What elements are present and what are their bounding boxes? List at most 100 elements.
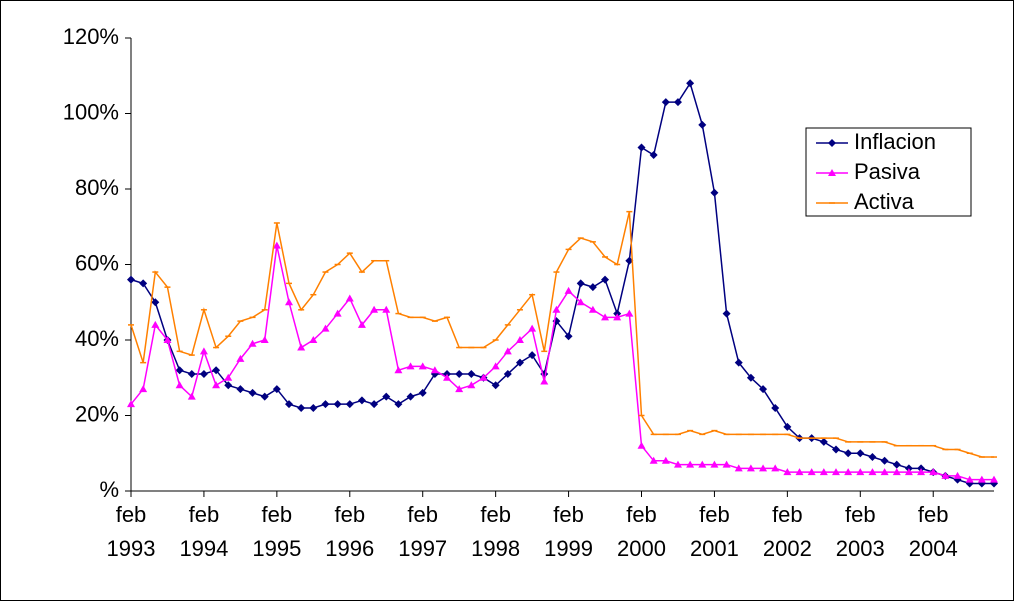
point — [613, 313, 622, 321]
x-tick-label: feb 1997 — [398, 502, 448, 561]
point — [686, 460, 695, 468]
point — [576, 279, 585, 288]
point — [828, 169, 836, 176]
point — [297, 343, 306, 351]
point — [637, 441, 646, 449]
point — [953, 471, 962, 479]
point — [795, 468, 804, 476]
y-tick-label: 100% — [63, 99, 119, 124]
point — [455, 385, 464, 393]
x-tick-label: feb 2003 — [835, 502, 885, 561]
point — [746, 464, 755, 472]
point — [844, 449, 853, 458]
point — [941, 471, 950, 479]
point — [771, 464, 780, 472]
point — [139, 279, 148, 288]
x-tick-label: feb 1995 — [252, 502, 302, 561]
point — [601, 313, 610, 321]
point — [540, 377, 549, 385]
point — [187, 392, 196, 400]
point — [285, 400, 294, 409]
point — [686, 79, 695, 88]
point — [990, 475, 998, 483]
point — [576, 298, 585, 306]
x-tick-label: feb 1999 — [544, 502, 594, 561]
point — [515, 358, 524, 367]
x-tick-label: feb 1994 — [179, 502, 229, 561]
x-tick-label: feb 1998 — [471, 502, 521, 561]
point — [831, 468, 840, 476]
point — [345, 294, 354, 302]
y-tick-label: 120% — [63, 24, 119, 49]
point — [917, 468, 926, 476]
point — [856, 468, 865, 476]
point — [382, 305, 391, 313]
point — [443, 373, 452, 381]
point — [127, 400, 135, 408]
point — [746, 373, 755, 382]
point — [260, 336, 269, 343]
point — [649, 151, 658, 160]
point — [333, 400, 342, 409]
point — [722, 309, 731, 318]
point — [224, 373, 233, 381]
legend-label: Inflacion — [854, 129, 936, 154]
point — [321, 324, 330, 332]
point — [272, 241, 281, 249]
point — [430, 366, 439, 374]
point — [722, 460, 731, 468]
point — [127, 275, 135, 284]
point — [309, 403, 318, 412]
point — [904, 468, 913, 476]
y-tick-label: 60% — [75, 250, 119, 275]
point — [929, 468, 938, 476]
y-tick-label: 80% — [75, 175, 119, 200]
point — [880, 456, 889, 465]
point — [868, 453, 877, 462]
point — [333, 309, 342, 317]
point — [285, 298, 294, 306]
point — [828, 139, 836, 147]
x-tick-label: feb 2001 — [689, 502, 739, 561]
x-tick-label: feb 1993 — [106, 502, 156, 561]
point — [710, 188, 719, 197]
series-line — [130, 245, 994, 481]
point — [965, 475, 974, 483]
point — [637, 143, 646, 152]
point — [515, 336, 524, 343]
point — [552, 305, 561, 313]
point — [856, 449, 865, 458]
point — [892, 468, 901, 476]
point — [491, 381, 500, 390]
legend-label: Pasiva — [854, 159, 921, 184]
point — [698, 460, 707, 468]
point — [406, 392, 415, 401]
point — [528, 351, 537, 360]
point — [321, 400, 330, 409]
point — [248, 339, 257, 347]
point — [698, 120, 707, 129]
point — [370, 305, 379, 313]
x-tick-label: feb 2002 — [762, 502, 812, 561]
point — [394, 400, 403, 409]
point — [260, 392, 269, 401]
point — [661, 456, 670, 464]
point — [759, 385, 768, 394]
point — [479, 373, 488, 381]
point — [673, 98, 682, 107]
point — [649, 456, 658, 464]
point — [357, 396, 366, 405]
point — [734, 358, 743, 367]
point — [151, 320, 160, 328]
point — [819, 468, 828, 476]
point — [224, 381, 233, 390]
point — [807, 468, 816, 476]
point — [309, 336, 318, 343]
point — [892, 460, 901, 469]
legend-label: Activa — [854, 189, 915, 214]
point — [139, 385, 148, 393]
point — [212, 366, 221, 375]
point — [406, 362, 415, 370]
point — [345, 400, 354, 409]
point — [491, 362, 500, 370]
